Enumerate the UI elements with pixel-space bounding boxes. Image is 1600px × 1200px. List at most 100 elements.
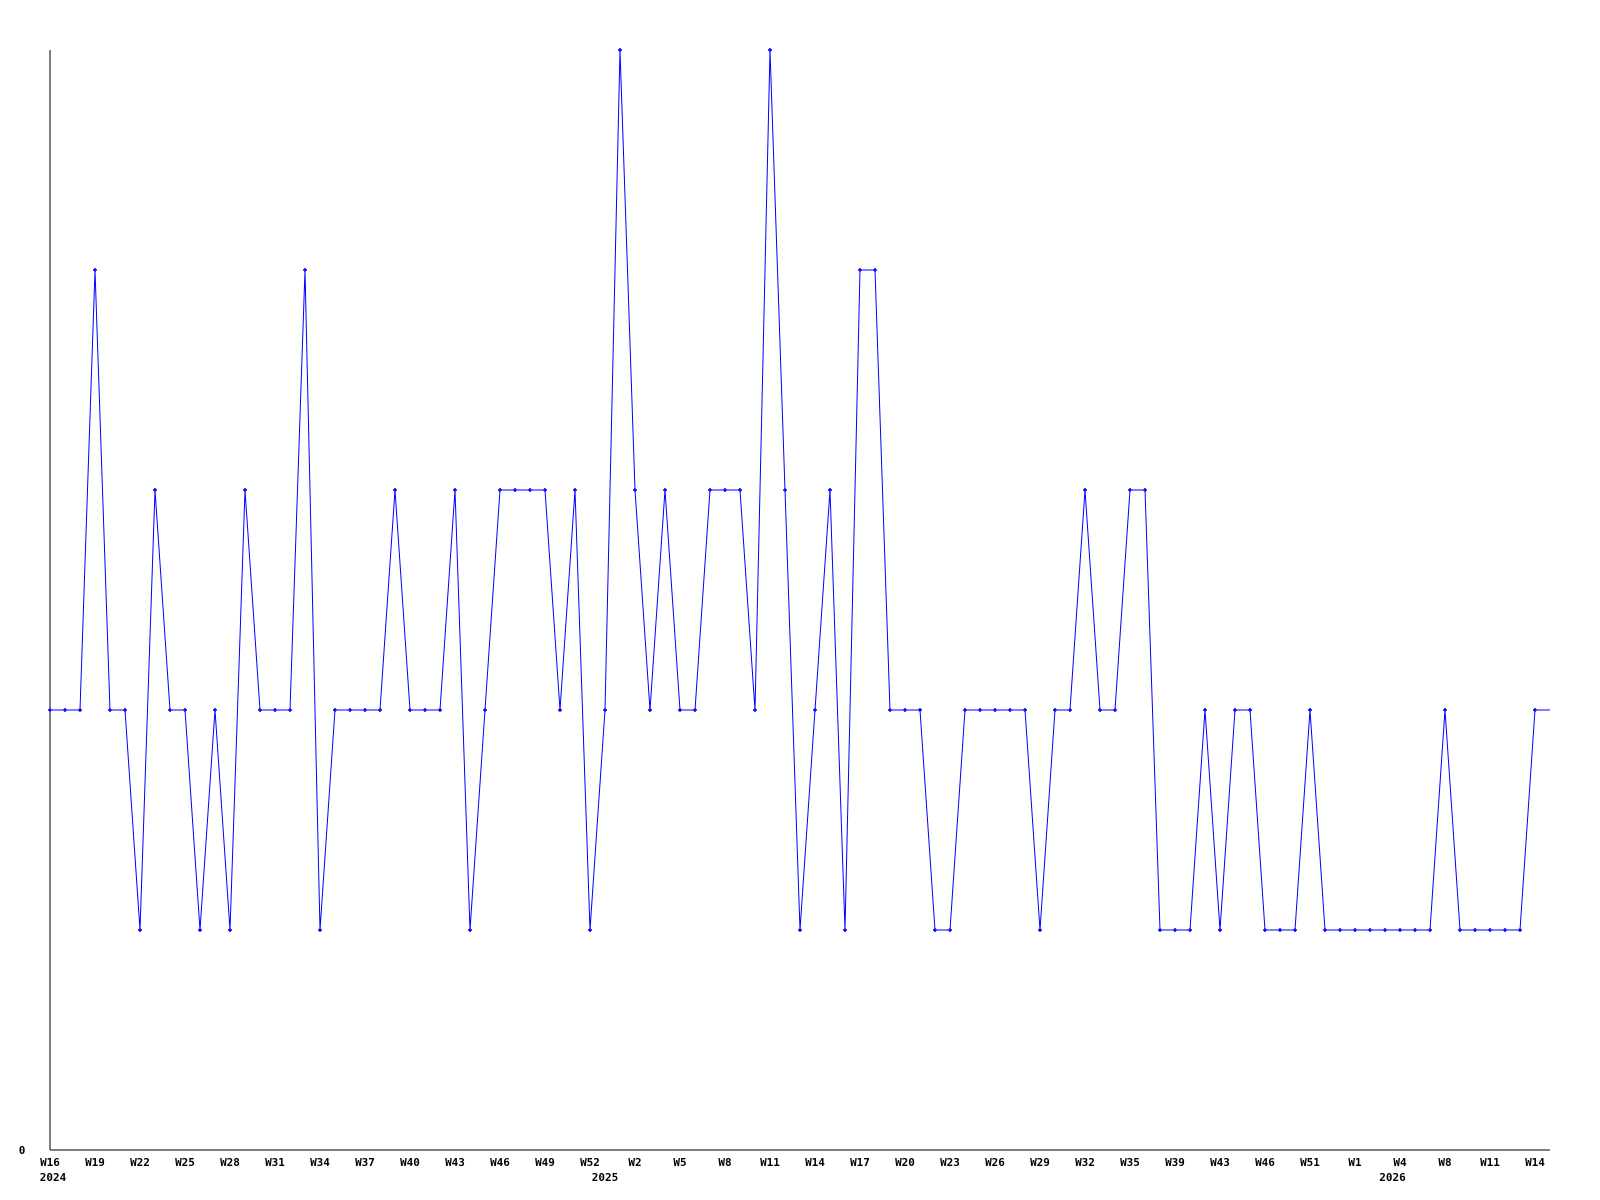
data-point bbox=[1473, 928, 1477, 932]
x-tick-label: W25 bbox=[175, 1156, 195, 1169]
data-point bbox=[978, 708, 982, 712]
series-polyline bbox=[50, 49, 1550, 931]
x-tick-label: W4 bbox=[1393, 1156, 1407, 1169]
data-point bbox=[1098, 708, 1102, 712]
x-tick-label: W20 bbox=[895, 1156, 915, 1169]
data-point bbox=[693, 708, 697, 712]
data-point bbox=[318, 928, 322, 932]
x-tick-label: W11 bbox=[1480, 1156, 1500, 1169]
data-point bbox=[198, 928, 202, 932]
x-tick-label: W16 bbox=[40, 1156, 60, 1169]
data-point bbox=[1008, 708, 1012, 712]
data-point bbox=[123, 708, 127, 712]
data-point bbox=[663, 488, 667, 492]
data-point bbox=[1383, 928, 1387, 932]
year-labels: 2024 2025 2026 bbox=[40, 1171, 1406, 1184]
x-tick-label: W46 bbox=[1255, 1156, 1275, 1169]
data-point bbox=[888, 708, 892, 712]
x-tick-label: W8 bbox=[718, 1156, 731, 1169]
data-point bbox=[843, 928, 847, 932]
data-point bbox=[543, 488, 547, 492]
x-tick-label: W19 bbox=[85, 1156, 105, 1169]
x-tick-label: W34 bbox=[310, 1156, 330, 1169]
data-point bbox=[243, 488, 247, 492]
data-point bbox=[348, 708, 352, 712]
x-tick-label: W49 bbox=[535, 1156, 555, 1169]
data-point bbox=[483, 708, 487, 712]
x-tick-label: W1 bbox=[1348, 1156, 1362, 1169]
data-point bbox=[333, 708, 337, 712]
data-point bbox=[603, 708, 607, 712]
x-tick-label: W39 bbox=[1165, 1156, 1185, 1169]
x-tick-label: W51 bbox=[1300, 1156, 1320, 1169]
data-point bbox=[183, 708, 187, 712]
data-point bbox=[513, 488, 517, 492]
data-point bbox=[588, 928, 592, 932]
data-point bbox=[1263, 928, 1267, 932]
data-point bbox=[1218, 928, 1222, 932]
year-label: 2025 bbox=[592, 1171, 619, 1184]
year-label: 2026 bbox=[1379, 1171, 1406, 1184]
data-point bbox=[273, 708, 277, 712]
data-point bbox=[363, 708, 367, 712]
data-point bbox=[633, 488, 637, 492]
y-tick-label: 0 bbox=[19, 1144, 26, 1157]
data-point bbox=[288, 708, 292, 712]
data-point bbox=[903, 708, 907, 712]
x-tick-label: W17 bbox=[850, 1156, 870, 1169]
data-point bbox=[1053, 708, 1057, 712]
data-point bbox=[1398, 928, 1402, 932]
x-tick-label: W43 bbox=[1210, 1156, 1230, 1169]
data-point bbox=[1323, 928, 1327, 932]
data-point bbox=[1158, 928, 1162, 932]
x-tick-label: W46 bbox=[490, 1156, 510, 1169]
data-point bbox=[933, 928, 937, 932]
x-tick-label: W11 bbox=[760, 1156, 780, 1169]
data-point bbox=[1068, 708, 1072, 712]
x-tick-label: W40 bbox=[400, 1156, 420, 1169]
data-point bbox=[108, 708, 112, 712]
data-point bbox=[1128, 488, 1132, 492]
data-point bbox=[168, 708, 172, 712]
data-point bbox=[303, 268, 307, 272]
data-point bbox=[1353, 928, 1357, 932]
x-tick-labels: W16 W19 W22 W25 W28 W31 W34 W37 W40 W43 W46 W49 W52 W… bbox=[40, 1156, 1545, 1169]
data-point bbox=[378, 708, 382, 712]
data-point bbox=[1503, 928, 1507, 932]
data-point bbox=[1023, 708, 1027, 712]
data-point bbox=[783, 488, 787, 492]
data-point bbox=[228, 928, 232, 932]
data-point bbox=[828, 488, 832, 492]
data-point bbox=[1428, 928, 1432, 932]
data-point bbox=[1338, 928, 1342, 932]
data-point bbox=[1413, 928, 1417, 932]
data-point bbox=[258, 708, 262, 712]
data-point bbox=[618, 48, 622, 52]
data-point bbox=[63, 708, 67, 712]
x-tick-label: W2 bbox=[628, 1156, 641, 1169]
data-point bbox=[1233, 708, 1237, 712]
data-point bbox=[798, 928, 802, 932]
x-tick-label: W23 bbox=[940, 1156, 960, 1169]
data-point bbox=[738, 488, 742, 492]
data-point bbox=[753, 708, 757, 712]
data-point bbox=[1248, 708, 1252, 712]
data-point bbox=[438, 708, 442, 712]
x-tick-label: W28 bbox=[220, 1156, 240, 1169]
data-point bbox=[993, 708, 997, 712]
data-point bbox=[423, 708, 427, 712]
data-point bbox=[948, 928, 952, 932]
data-point bbox=[1518, 928, 1522, 932]
x-tick-label: W32 bbox=[1075, 1156, 1095, 1169]
data-point bbox=[1443, 708, 1447, 712]
x-tick-label: W35 bbox=[1120, 1156, 1140, 1169]
data-point bbox=[93, 268, 97, 272]
data-point bbox=[1143, 488, 1147, 492]
data-point bbox=[393, 488, 397, 492]
data-point bbox=[1113, 708, 1117, 712]
data-point bbox=[498, 488, 502, 492]
x-tick-label: W43 bbox=[445, 1156, 465, 1169]
data-point bbox=[1173, 928, 1177, 932]
x-tick-label: W14 bbox=[805, 1156, 825, 1169]
